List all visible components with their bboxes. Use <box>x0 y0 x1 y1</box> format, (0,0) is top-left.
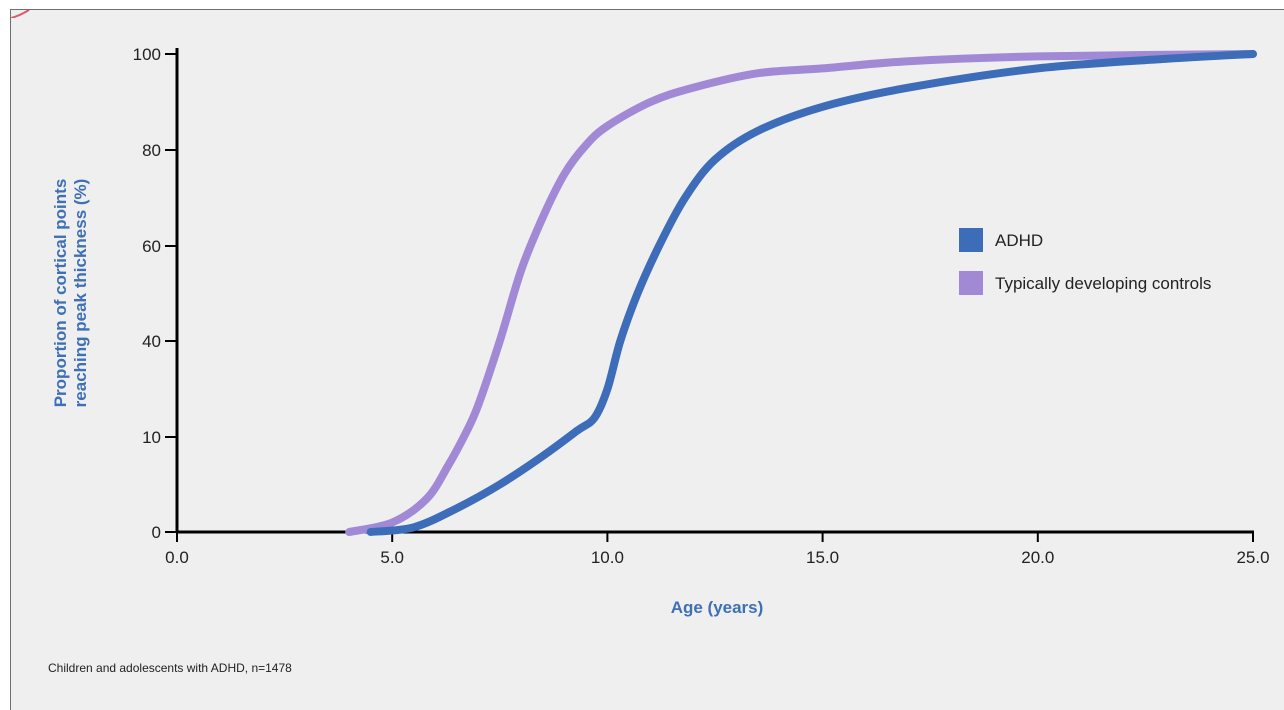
x-tick-label: 5.0 <box>380 548 404 567</box>
legend-label-adhd: ADHD <box>995 231 1043 250</box>
axes: 0 10 40 60 80 100 0.0 5.0 10.0 15.0 20.0 25.0 <box>133 45 1270 567</box>
x-tick-label: 10.0 <box>591 548 624 567</box>
y-axis-title-line: reaching peak thickness (%) <box>71 179 90 408</box>
x-tick-label: 25.0 <box>1236 548 1269 567</box>
series-layer <box>345 50 1257 536</box>
series-line-typically-developing-controls <box>345 50 1257 536</box>
footnote: Children and adolescents with ADHD, n=14… <box>48 661 292 675</box>
x-axis-title: Age (years) <box>671 598 764 617</box>
legend-label-typically-developing-controls: Typically developing controls <box>995 274 1211 293</box>
y-axis-title: Proportion of cortical pointsreaching pe… <box>51 179 90 408</box>
y-tick-label: 80 <box>142 141 161 160</box>
legend-swatch-typically-developing-controls <box>959 271 983 295</box>
y-tick-label: 40 <box>142 332 161 351</box>
y-axis-title-line: Proportion of cortical points <box>51 179 70 408</box>
y-tick-label: 0 <box>152 523 161 542</box>
series-line-adhd <box>366 50 1257 536</box>
legend-swatch-adhd <box>959 228 983 252</box>
y-tick-label: 60 <box>142 237 161 256</box>
x-tick-label: 0.0 <box>165 548 189 567</box>
y-tick-label: 10 <box>142 428 161 447</box>
chart-panel <box>10 9 1284 710</box>
x-tick-label: 15.0 <box>806 548 839 567</box>
y-tick-label: 100 <box>133 45 161 64</box>
legend: ADHD Typically developing controls <box>959 228 1211 295</box>
corner-accent <box>11 10 30 18</box>
x-tick-label: 20.0 <box>1021 548 1054 567</box>
